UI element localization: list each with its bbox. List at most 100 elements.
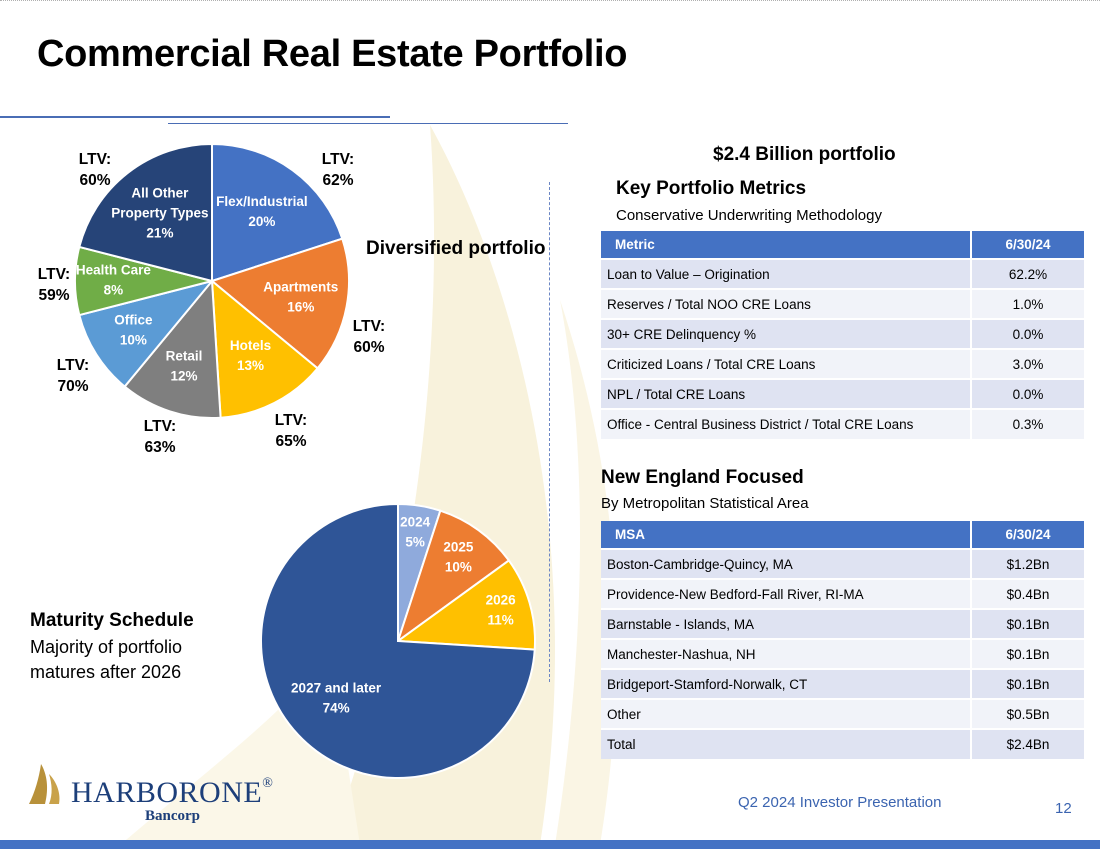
table-cell-label: Criticized Loans / Total CRE Loans xyxy=(601,348,972,379)
table-header-metric: Metric xyxy=(601,231,972,259)
pie-category-label: Health Care xyxy=(76,263,152,278)
pie-slice-2025 xyxy=(396,509,511,644)
pie-category-label: 2026 xyxy=(486,593,517,608)
pie-value-label: 74% xyxy=(323,701,350,716)
ltv-value: 63% xyxy=(144,439,175,456)
pie-category-label: Hotels xyxy=(230,338,271,353)
ltv-value: 60% xyxy=(353,339,384,356)
title-underline xyxy=(0,116,390,118)
msa-table: MSA 6/30/24 Boston-Cambridge-Quincy, MA $… xyxy=(601,521,1084,759)
table-row: Total $2.4Bn xyxy=(601,728,1084,759)
pie-category-label: Retail xyxy=(166,349,203,364)
pie-slice-flex-industrial xyxy=(211,142,344,283)
sail-logo-icon xyxy=(29,764,60,804)
diversified-portfolio-label: Diversified portfolio xyxy=(366,238,546,259)
pie-slice-all-other-property-types xyxy=(78,142,213,283)
page-number: 12 xyxy=(1055,800,1072,817)
ltv-label: LTV: xyxy=(38,266,70,283)
footer-bar xyxy=(0,840,1100,849)
pie-category-label: Office xyxy=(114,312,153,327)
property-type-pie-chart: Flex/Industrial 20% LTV: 62% Apartments 16% LT… xyxy=(38,142,385,456)
pie-category-label: Flex/Industrial xyxy=(216,194,308,209)
table-cell-label: Boston-Cambridge-Quincy, MA xyxy=(601,548,972,579)
pie-value-label: 12% xyxy=(171,369,198,384)
title-underline-secondary xyxy=(168,123,568,124)
column-divider xyxy=(549,182,550,682)
table-cell-value: $2.4Bn xyxy=(971,728,1084,759)
table-header-date: 6/30/24 xyxy=(971,521,1084,549)
pie-category-label: All Other xyxy=(131,185,189,200)
table-cell-value: $0.1Bn xyxy=(971,668,1084,699)
ltv-label: LTV: xyxy=(353,318,385,335)
table-cell-label: Providence-New Bedford-Fall River, RI-MA xyxy=(601,578,972,609)
table-cell-value: 3.0% xyxy=(971,348,1084,379)
table-cell-label: Total xyxy=(601,728,972,759)
table-row: Other $0.5Bn xyxy=(601,698,1084,729)
logo-subtitle: Bancorp xyxy=(145,808,201,824)
table-cell-label: Office - Central Business District / Tot… xyxy=(601,408,972,439)
ltv-label: LTV: xyxy=(144,418,176,435)
ltv-label: LTV: xyxy=(275,412,307,429)
table-cell-label: 30+ CRE Delinquency % xyxy=(601,318,972,349)
table-row: Reserves / Total NOO CRE Loans 1.0% xyxy=(601,288,1084,319)
pie-category-label: Property Types xyxy=(111,205,208,220)
pie-value-label: 5% xyxy=(405,534,425,549)
pie-slice-retail xyxy=(123,278,222,419)
pie-slice-2026 xyxy=(395,559,536,651)
top-dotted-border xyxy=(0,0,1100,2)
pie-value-label: 16% xyxy=(287,300,314,315)
table-header-date: 6/30/24 xyxy=(971,231,1084,259)
table-row: Boston-Cambridge-Quincy, MA $1.2Bn xyxy=(601,548,1084,579)
pie-value-label: 20% xyxy=(248,214,275,229)
ltv-label: LTV: xyxy=(322,151,354,168)
table-cell-label: Manchester-Nashua, NH xyxy=(601,638,972,669)
table-row: Office - Central Business District / Tot… xyxy=(601,408,1084,439)
ltv-label: LTV: xyxy=(79,151,111,168)
table-row: Loan to Value – Origination 62.2% xyxy=(601,258,1084,289)
table-cell-value: 62.2% xyxy=(971,258,1084,289)
pie-slice-apartments xyxy=(209,237,350,370)
table-cell-label: Reserves / Total NOO CRE Loans xyxy=(601,288,972,319)
table-header-row: Metric 6/30/24 xyxy=(601,231,1084,259)
table-cell-value: 0.0% xyxy=(971,318,1084,349)
harborone-logo: HARBORONE® Bancorp xyxy=(27,762,273,824)
ltv-value: 70% xyxy=(57,378,88,395)
maturity-schedule-block: Maturity Schedule Majority of portfolio … xyxy=(30,610,230,685)
msa-section-title: New England Focused xyxy=(601,467,804,488)
pie-value-label: 21% xyxy=(146,225,173,240)
table-cell-value: $0.1Bn xyxy=(971,608,1084,639)
table-header-row: MSA 6/30/24 xyxy=(601,521,1084,549)
table-cell-label: Barnstable - Islands, MA xyxy=(601,608,972,639)
table-row: Bridgeport-Stamford-Norwalk, CT $0.1Bn xyxy=(601,668,1084,699)
ltv-value: 62% xyxy=(322,172,353,189)
metrics-section-subtitle: Conservative Underwriting Methodology xyxy=(616,207,882,224)
table-row: Criticized Loans / Total CRE Loans 3.0% xyxy=(601,348,1084,379)
table-cell-value: $1.2Bn xyxy=(971,548,1084,579)
pie-value-label: 10% xyxy=(120,332,147,347)
table-header-msa: MSA xyxy=(601,521,972,549)
page-title: Commercial Real Estate Portfolio xyxy=(37,33,628,75)
pie-value-label: 11% xyxy=(487,613,513,628)
table-cell-value: $0.5Bn xyxy=(971,698,1084,729)
table-cell-value: $0.4Bn xyxy=(971,578,1084,609)
pie-category-label: 2024 xyxy=(400,514,431,529)
footer-presentation-title: Q2 2024 Investor Presentation xyxy=(738,794,942,811)
ltv-value: 65% xyxy=(275,433,306,450)
pie-category-label: Apartments xyxy=(263,280,338,295)
maturity-subtitle: Majority of portfolio matures after 2026 xyxy=(30,637,183,682)
table-cell-value: 0.3% xyxy=(971,408,1084,439)
pie-category-label: 2025 xyxy=(443,539,474,554)
ltv-value: 60% xyxy=(79,172,110,189)
maturity-pie-chart: 2024 5% 2025 10% 2026 11% 2027 and later 74% xyxy=(260,502,536,779)
portfolio-size-heading: $2.4 Billion portfolio xyxy=(713,144,896,165)
table-row: 30+ CRE Delinquency % 0.0% xyxy=(601,318,1084,349)
table-cell-label: Bridgeport-Stamford-Norwalk, CT xyxy=(601,668,972,699)
ltv-label: LTV: xyxy=(57,357,89,374)
table-row: Providence-New Bedford-Fall River, RI-MA… xyxy=(601,578,1084,609)
pie-slice-2027-and-later xyxy=(260,502,536,779)
table-cell-value: $0.1Bn xyxy=(971,638,1084,669)
table-cell-label: Loan to Value – Origination xyxy=(601,258,972,289)
table-cell-label: NPL / Total CRE Loans xyxy=(601,378,972,409)
maturity-title: Maturity Schedule xyxy=(30,610,194,631)
pie-category-label: 2027 and later xyxy=(291,681,382,696)
